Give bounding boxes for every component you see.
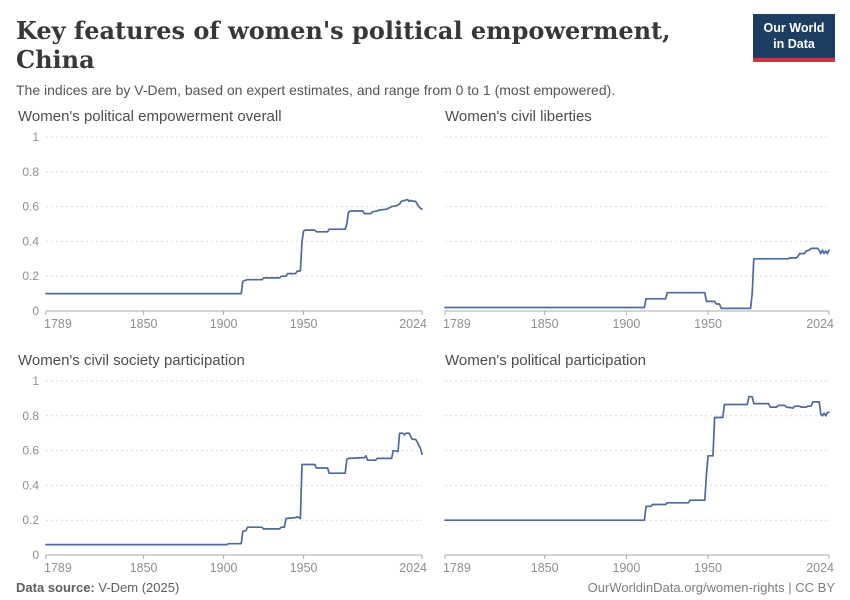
header-titles: Key features of women's political empowe… <box>16 12 753 98</box>
x-tick-label: 1850 <box>130 317 158 331</box>
footer-source-value: V-Dem (2025) <box>94 580 180 595</box>
x-tick-label: 1950 <box>694 317 722 331</box>
line-chart-civil-liberties[interactable]: 1789 1850 1900 1950 2024 <box>437 129 835 331</box>
x-tick-label: 1789 <box>44 561 72 575</box>
panel-title: Women's civil society participation <box>18 352 245 369</box>
y-tick-label: 0.8 <box>22 165 39 179</box>
line-series-china <box>444 247 830 310</box>
x-tick-label: 1850 <box>130 561 158 575</box>
panel-title: Women's civil liberties <box>445 108 592 125</box>
y-tick-label: 0.4 <box>22 234 39 248</box>
y-tick-label: 0.4 <box>22 478 39 492</box>
x-tick-label: 1789 <box>443 317 471 331</box>
x-tick-label: 1900 <box>210 561 238 575</box>
owid-logo: Our World in Data <box>753 14 835 63</box>
line-chart-civil-society-participation[interactable]: 0 0.2 0.4 0.6 0.8 1 1789 1850 1900 1950 2024 <box>16 373 428 575</box>
logo-line-1: Our World <box>763 21 825 35</box>
y-tick-label: 0.6 <box>22 200 39 214</box>
logo-line-2: in Data <box>773 36 815 51</box>
page-subtitle: The indices are by V-Dem, based on exper… <box>16 82 616 98</box>
footer-source-label: Data source: <box>16 580 95 595</box>
y-tick-label: 0.2 <box>22 513 39 527</box>
x-tick-label: 1950 <box>694 561 722 575</box>
x-tick-label: 1950 <box>290 317 318 331</box>
y-tick-label: 1 <box>32 130 39 144</box>
y-tick-label: 0.2 <box>22 269 39 283</box>
x-tick-label: 1789 <box>44 317 72 331</box>
line-chart-political-empowerment-overall[interactable]: 0 0.2 0.4 0.6 0.8 1 1789 1850 1900 1950 2024 <box>16 129 428 331</box>
page-title: Key features of women's political empowe… <box>16 16 671 74</box>
x-tick-label: 1900 <box>612 561 640 575</box>
y-tick-label: 1 <box>32 374 39 388</box>
chart-panel-civil-society-participation: Women's civil society participation 0 0.2… <box>16 352 428 580</box>
x-tick-label: 1850 <box>531 561 559 575</box>
footer-attribution[interactable]: OurWorldinData.org/women-rights | CC BY <box>587 580 835 595</box>
panel-title: Women's political participation <box>445 352 647 369</box>
x-tick-label: 1789 <box>443 561 471 575</box>
y-tick-label: 0 <box>32 304 39 318</box>
x-tick-label: 1950 <box>290 561 318 575</box>
footer-source: Data source: V-Dem (2025) <box>16 580 179 595</box>
line-series-china <box>45 432 423 546</box>
x-tick-label: 2024 <box>806 317 834 331</box>
chart-panel-political-participation: Women's political participation 1789 1850… <box>437 352 835 580</box>
chart-header: Key features of women's political empowe… <box>16 12 835 98</box>
x-tick-label: 2024 <box>399 561 427 575</box>
chart-footer: Data source: V-Dem (2025) OurWorldinData… <box>16 580 835 599</box>
y-tick-label: 0 <box>32 548 39 562</box>
chart-panel-civil-liberties: Women's civil liberties 1789 1850 1900 1950… <box>437 108 835 336</box>
x-tick-label: 2024 <box>399 317 427 331</box>
y-tick-label: 0.8 <box>22 409 39 423</box>
line-chart-political-participation[interactable]: 1789 1850 1900 1950 2024 <box>437 373 835 575</box>
x-tick-label: 2024 <box>806 561 834 575</box>
x-tick-label: 1850 <box>531 317 559 331</box>
line-series-china <box>45 198 423 295</box>
line-series-china <box>444 395 830 522</box>
y-tick-label: 0.6 <box>22 444 39 458</box>
x-tick-label: 1900 <box>612 317 640 331</box>
panel-title: Women's political empowerment overall <box>18 108 282 125</box>
x-tick-label: 1900 <box>210 317 238 331</box>
